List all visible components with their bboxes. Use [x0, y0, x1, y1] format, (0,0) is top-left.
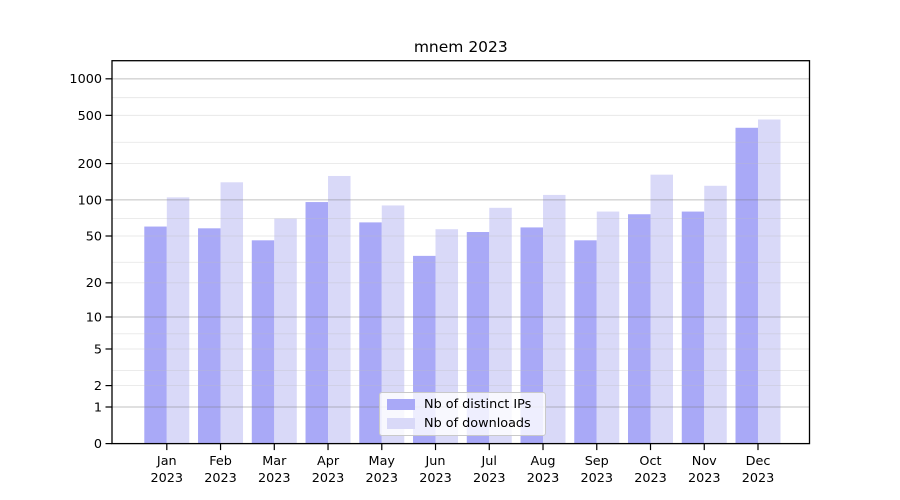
bar-distinct-ips-apr: [305, 202, 329, 444]
bar-downloads-sep: [596, 211, 620, 444]
y-tick-label-0: 0: [94, 437, 102, 452]
x-tick-label-year-apr: 2023: [312, 471, 345, 486]
y-tick-label-100: 100: [78, 193, 102, 208]
x-tick-label-oct: Oct: [639, 454, 661, 469]
x-tick-label-sep: Sep: [585, 454, 609, 469]
chart-title: mnem 2023: [414, 38, 508, 56]
x-tick-label-may: May: [369, 454, 396, 469]
legend-item-distinct-ips: Nb of distinct IPs: [387, 397, 545, 412]
x-tick-label-jun: Jun: [425, 454, 446, 469]
bar-distinct-ips-oct: [628, 214, 651, 444]
legend-label-distinct-ips: Nb of distinct IPs: [424, 397, 532, 412]
bar-distinct-ips-mar: [251, 240, 275, 444]
bar-distinct-ips-feb: [198, 228, 221, 444]
x-tick-label-year-jul: 2023: [473, 471, 506, 486]
bar-distinct-ips-sep: [574, 240, 597, 444]
x-tick-label-year-oct: 2023: [634, 471, 667, 486]
y-tick-label-2: 2: [94, 379, 102, 394]
y-tick-label-1000: 1000: [69, 72, 102, 87]
x-tick-label-jan: Jan: [156, 454, 177, 469]
x-tick-label-year-feb: 2023: [204, 471, 237, 486]
x-tick-label-mar: Mar: [262, 454, 287, 469]
bar-downloads-mar: [274, 218, 297, 444]
bar-downloads-may: [381, 205, 405, 444]
bar-distinct-ips-jul: [466, 232, 490, 444]
bar-downloads-feb: [220, 182, 244, 444]
legend-item-downloads: Nb of downloads: [387, 416, 545, 431]
bar-downloads-oct: [650, 174, 674, 444]
x-tick-label-year-mar: 2023: [258, 471, 291, 486]
y-tick-label-10: 10: [86, 310, 102, 325]
y-tick-label-5: 5: [94, 342, 102, 357]
x-tick-label-nov: Nov: [692, 454, 717, 469]
x-tick-label-year-sep: 2023: [580, 471, 613, 486]
bar-distinct-ips-dec: [735, 127, 758, 444]
x-tick-label-year-jun: 2023: [419, 471, 452, 486]
bar-distinct-ips-jan: [144, 226, 167, 444]
bar-distinct-ips-aug: [520, 227, 544, 444]
legend-label-downloads: Nb of downloads: [424, 416, 531, 431]
bar-downloads-dec: [757, 119, 781, 444]
bar-downloads-jan: [166, 197, 190, 444]
chart-legend: Nb of distinct IPs Nb of downloads: [379, 392, 546, 436]
x-tick-label-aug: Aug: [531, 454, 556, 469]
bar-downloads-apr: [328, 175, 351, 444]
x-tick-label-apr: Apr: [317, 454, 340, 469]
x-tick-label-feb: Feb: [209, 454, 232, 469]
x-tick-label-year-may: 2023: [365, 471, 398, 486]
y-tick-label-200: 200: [78, 157, 102, 172]
x-tick-label-year-aug: 2023: [527, 471, 560, 486]
y-tick-label-50: 50: [86, 229, 102, 244]
plot-border: [111, 60, 811, 445]
y-tick-label-1: 1: [94, 400, 102, 415]
legend-swatch-distinct-ips: [387, 399, 415, 410]
x-tick-label-year-dec: 2023: [742, 471, 775, 486]
x-tick-label-dec: Dec: [746, 454, 771, 469]
bar-downloads-aug: [543, 194, 566, 444]
y-tick-label-20: 20: [86, 276, 102, 291]
bar-distinct-ips-nov: [681, 211, 705, 444]
y-tick-label-500: 500: [78, 109, 102, 124]
bar-downloads-nov: [704, 185, 727, 444]
x-tick-label-jul: Jul: [481, 454, 497, 469]
x-tick-label-year-nov: 2023: [688, 471, 721, 486]
plot-area: 0 1 2 5 10 20 50 100 200 500 1000 Jan 2023 Feb 2023 Mar…: [69, 60, 811, 486]
bar-downloads-jun: [435, 229, 459, 444]
x-tick-label-year-jan: 2023: [151, 471, 184, 486]
bar-distinct-ips-may: [359, 222, 382, 444]
legend-swatch-downloads: [387, 418, 415, 429]
bar-downloads-jul: [489, 207, 512, 444]
